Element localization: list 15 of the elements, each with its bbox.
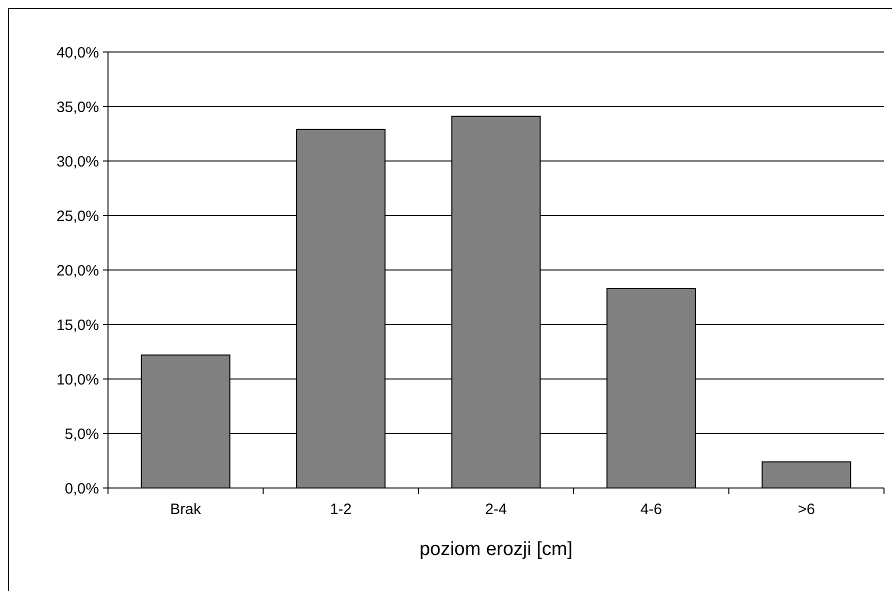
- y-tick-label: 15,0%: [56, 316, 99, 334]
- y-tick-label: 35,0%: [56, 98, 99, 116]
- x-tick-label: 4-6: [640, 501, 662, 518]
- x-tick-label: >6: [798, 501, 815, 518]
- y-tick-label: 30,0%: [56, 153, 99, 170]
- x-tick-label: 1-2: [330, 501, 352, 518]
- x-axis-title: poziom erozji [cm]: [419, 539, 573, 560]
- y-tick-label: 5,0%: [64, 426, 99, 443]
- y-tick-label: 10,0%: [56, 371, 99, 388]
- x-tick-label: 2-4: [485, 501, 507, 518]
- x-tick-label: Brak: [170, 501, 202, 518]
- y-tick-label: 20,0%: [56, 262, 99, 280]
- y-tick-label: 0,0%: [64, 480, 99, 498]
- y-tick-label: 40,0%: [56, 44, 99, 62]
- y-tick-label: 25,0%: [56, 208, 99, 225]
